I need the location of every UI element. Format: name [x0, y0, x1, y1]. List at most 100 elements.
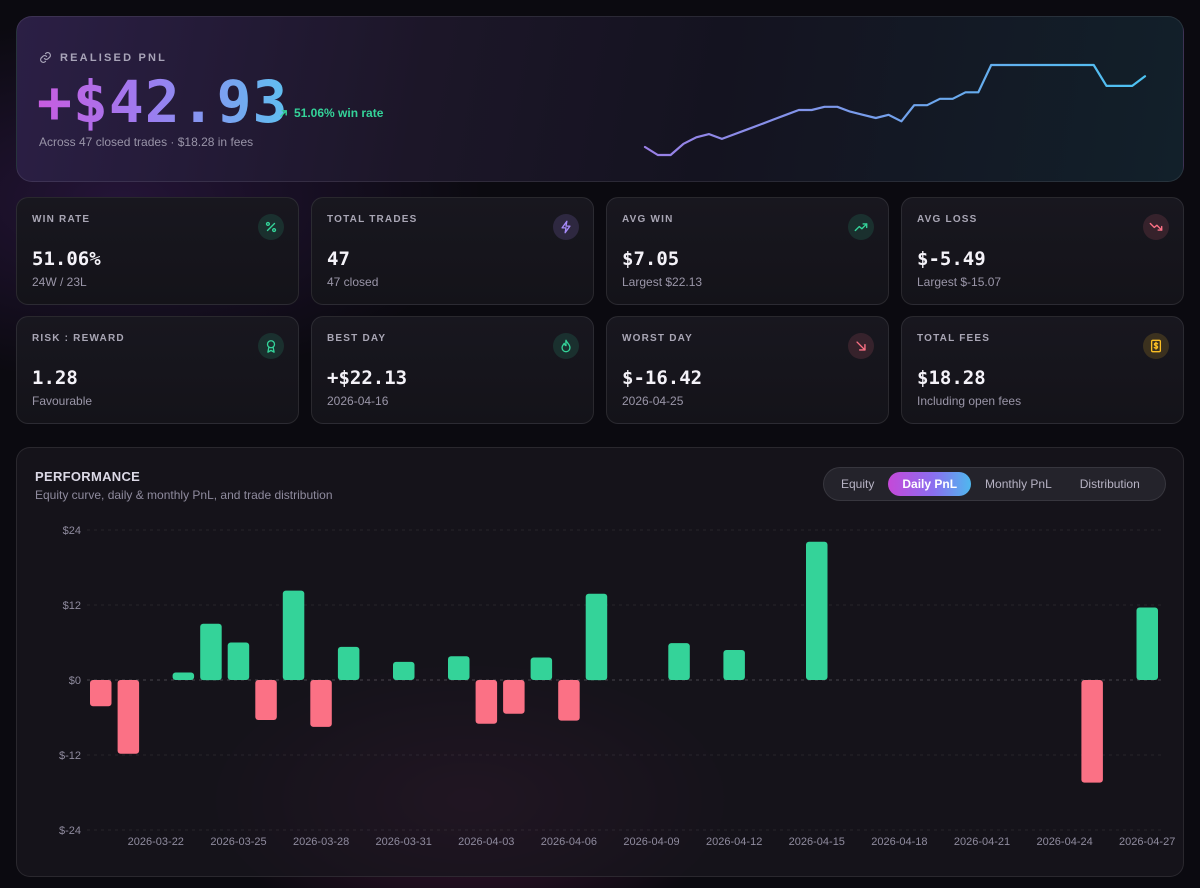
pnl-bar[interactable] [200, 623, 222, 681]
card-value: 1.28 [32, 367, 78, 389]
x-tick-label: 2026-04-27 [1119, 836, 1175, 848]
total-fees-card: TOTAL FEES $18.28 Including open fees [901, 316, 1184, 424]
card-sub: 2026-04-25 [622, 394, 684, 408]
tab-equity[interactable]: Equity [841, 477, 875, 491]
avg-loss-card: AVG LOSS $-5.49 Largest $-15.07 [901, 197, 1184, 305]
percent-icon [258, 214, 284, 240]
trending-up-icon [848, 214, 874, 240]
chart-grid [87, 529, 1161, 831]
hero-label-row: REALISED PNL [39, 51, 167, 64]
x-tick-label: 2026-03-28 [293, 836, 349, 848]
y-tick-label: $-24 [59, 825, 81, 837]
card-sub: Including open fees [917, 394, 1022, 408]
total-trades-card: TOTAL TRADES 47 47 closed [311, 197, 594, 305]
card-sub: 24W / 23L [32, 275, 87, 289]
card-value: $-16.42 [622, 367, 703, 389]
receipt-icon [1143, 333, 1169, 359]
x-tick-label: 2026-04-21 [954, 836, 1010, 848]
realised-pnl-hero: REALISED PNL +$42.93 51.06% win rate Acr… [16, 16, 1184, 182]
performance-subtitle: Equity curve, daily & monthly PnL, and t… [35, 488, 333, 502]
chart-y-ticks: $24 $12 $0 $-12 $-24 [59, 525, 81, 837]
arrow-down-right-icon [848, 333, 874, 359]
pnl-bar[interactable] [723, 650, 745, 680]
link-icon [40, 52, 51, 63]
pnl-bar[interactable] [806, 541, 828, 680]
tab-daily-pnl[interactable]: Daily PnL [888, 472, 972, 496]
card-sub: Largest $-15.07 [917, 275, 1002, 289]
equity-sparkline [643, 63, 1147, 157]
pnl-bar[interactable] [668, 643, 690, 680]
x-tick-label: 2026-04-09 [623, 836, 679, 848]
card-label: TOTAL TRADES [327, 214, 418, 225]
card-value: $-5.49 [917, 248, 986, 270]
flame-icon [553, 333, 579, 359]
hero-win-rate-text: 51.06% win rate [294, 106, 384, 120]
trending-down-icon [1143, 214, 1169, 240]
y-tick-label: $-12 [59, 750, 81, 762]
card-value: 47 [327, 248, 350, 270]
hero-win-rate: 51.06% win rate [279, 106, 383, 120]
avg-win-card: AVG WIN $7.05 Largest $22.13 [606, 197, 889, 305]
award-icon [258, 333, 284, 359]
chart-bars [90, 541, 1159, 783]
card-label: BEST DAY [327, 333, 387, 344]
tab-monthly-pnl[interactable]: Monthly PnL [985, 477, 1052, 491]
card-value: 51.06% [32, 248, 101, 270]
pnl-bar[interactable] [117, 680, 140, 754]
pnl-bar[interactable] [558, 680, 580, 721]
pnl-bar[interactable] [172, 672, 195, 681]
arrow-up-right-icon [280, 109, 287, 117]
pnl-bar[interactable] [503, 680, 525, 714]
card-value: $18.28 [917, 367, 986, 389]
pnl-bar[interactable] [227, 642, 250, 681]
performance-panel: PERFORMANCE Equity curve, daily & monthl… [16, 447, 1184, 877]
hero-subtitle: Across 47 closed trades · $18.28 in fees [39, 135, 254, 149]
y-tick-label: $0 [69, 675, 81, 687]
pnl-bar[interactable] [448, 656, 470, 680]
x-tick-label: 2026-03-25 [210, 836, 266, 848]
pnl-bar[interactable] [1081, 680, 1103, 783]
card-sub: 47 closed [327, 275, 379, 289]
best-day-card: BEST DAY +$22.13 2026-04-16 [311, 316, 594, 424]
x-tick-label: 2026-04-12 [706, 836, 762, 848]
x-tick-label: 2026-03-22 [128, 836, 184, 848]
chart-x-ticks: 2026-03-22 2026-03-25 2026-03-28 2026-03-31… [128, 836, 1176, 848]
worst-day-card: WORST DAY $-16.42 2026-04-25 [606, 316, 889, 424]
lightning-icon [553, 214, 579, 240]
daily-pnl-chart: $24$12$0$-12$-24 2026-03-22 2026-03-25 202… [59, 525, 1176, 848]
pnl-bar[interactable] [337, 646, 360, 680]
card-label: AVG LOSS [917, 214, 978, 225]
x-tick-label: 2026-04-18 [871, 836, 927, 848]
x-tick-label: 2026-03-31 [376, 836, 432, 848]
pnl-bar[interactable] [282, 590, 305, 680]
pnl-bar[interactable] [1136, 607, 1159, 681]
realised-pnl-value: +$42.93 [37, 68, 289, 136]
chart-view-tabs: Equity Daily PnL Monthly PnL Distributio… [823, 467, 1166, 501]
card-value: $7.05 [622, 248, 680, 270]
card-sub: Largest $22.13 [622, 275, 703, 289]
pnl-bar[interactable] [310, 680, 332, 727]
card-label: WORST DAY [622, 333, 693, 344]
win-rate-card: WIN RATE 51.06% 24W / 23L [16, 197, 299, 305]
pnl-bar[interactable] [475, 680, 498, 724]
x-tick-label: 2026-04-24 [1036, 836, 1092, 848]
y-tick-label: $24 [63, 525, 81, 537]
x-tick-label: 2026-04-03 [458, 836, 514, 848]
x-tick-label: 2026-04-15 [789, 836, 845, 848]
performance-title: PERFORMANCE [35, 469, 141, 484]
hero-label: REALISED PNL [60, 51, 168, 64]
risk-reward-card: RISK : REWARD 1.28 Favourable [16, 316, 299, 424]
x-tick-label: 2026-04-06 [541, 836, 597, 848]
card-label: WIN RATE [32, 214, 91, 225]
tab-distribution[interactable]: Distribution [1079, 477, 1140, 491]
pnl-bar[interactable] [393, 661, 415, 680]
pnl-bar[interactable] [530, 657, 553, 681]
pnl-bar[interactable] [585, 593, 608, 681]
card-label: TOTAL FEES [917, 333, 991, 344]
card-sub: 2026-04-16 [327, 394, 389, 408]
pnl-bar[interactable] [90, 680, 112, 707]
sparkline-path [643, 63, 1147, 157]
card-value: +$22.13 [327, 367, 408, 389]
pnl-bar[interactable] [255, 680, 277, 720]
card-sub: Favourable [32, 394, 93, 408]
